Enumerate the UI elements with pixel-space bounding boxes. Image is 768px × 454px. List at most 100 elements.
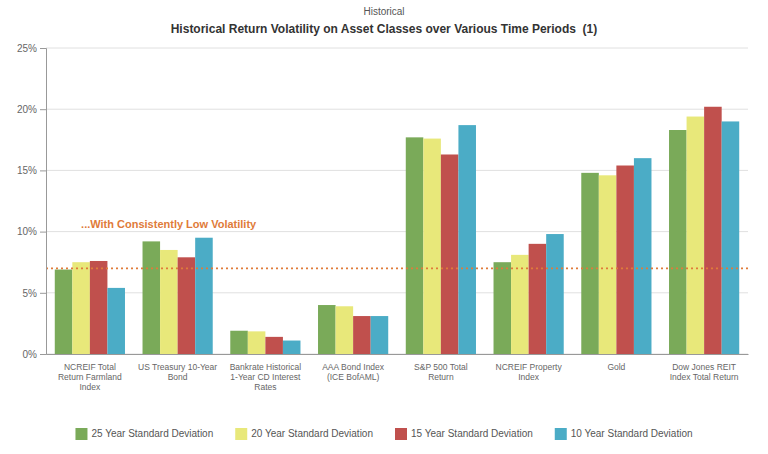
- tick-mark: [40, 354, 46, 355]
- tick-label: 10%: [17, 226, 37, 237]
- title: Historical Return Volatility on Asset Cl…: [171, 22, 598, 36]
- tick: NCREIF PropertyIndex: [496, 362, 563, 382]
- legend-item: 25 Year Standard Deviation: [75, 428, 213, 440]
- tick-label: 15%: [17, 165, 37, 176]
- bar: [178, 257, 196, 354]
- legend: 25 Year Standard Deviation 20 Year Standa…: [75, 428, 692, 440]
- tick-label-line: S&P 500 Total: [414, 362, 468, 372]
- bar: [353, 316, 371, 354]
- tick-label-line: Rates: [254, 382, 276, 392]
- subtitle: Historical: [363, 6, 404, 17]
- bar: [687, 117, 705, 354]
- tick-label: NCREIF PropertyIndex: [496, 362, 563, 382]
- bar: [634, 158, 652, 354]
- bar: [704, 107, 722, 354]
- plot-area: 0% 5% 10% 15% 20% 25% NCREIF TotalReturn Farml…: [17, 43, 749, 392]
- tick-label: S&P 500 TotalReturn: [414, 362, 468, 382]
- legend-label: 10 Year Standard Deviation: [571, 428, 693, 439]
- bar: [248, 331, 266, 354]
- bar: [283, 341, 301, 354]
- tick-label: Bankrate Historical1-Year CD InterestRat…: [230, 362, 301, 392]
- tick-label-line: NCREIF Total: [64, 362, 116, 372]
- tick-label: Gold: [607, 362, 625, 372]
- bar: [722, 121, 740, 354]
- bar: [318, 305, 336, 354]
- grid: [46, 48, 748, 354]
- bar: [441, 154, 459, 354]
- tick-label-line: Index Total Return: [670, 372, 739, 382]
- tick-label-line: 1-Year CD Interest: [230, 372, 301, 382]
- bar: [546, 234, 564, 354]
- tick: AAA Bond Index(ICE BofAML): [322, 362, 385, 382]
- bar: [55, 270, 73, 354]
- axis-line: [47, 354, 749, 355]
- series-group: [55, 130, 687, 354]
- tick-label-line: Bankrate Historical: [230, 362, 301, 372]
- bar: [423, 139, 441, 354]
- bar: [599, 175, 617, 354]
- legend-label: 15 Year Standard Deviation: [411, 428, 533, 439]
- bar: [143, 241, 161, 354]
- tick: NCREIF TotalReturn FarmlandIndex: [58, 362, 122, 392]
- bar: [406, 137, 424, 354]
- tick: S&P 500 TotalReturn: [414, 362, 468, 382]
- tick-label: 5%: [23, 288, 38, 299]
- legend-item: 10 Year Standard Deviation: [555, 428, 693, 440]
- tick-label-line: Bond: [168, 372, 188, 382]
- tick-label-line: Return: [428, 372, 454, 382]
- bar: [511, 255, 529, 354]
- tick: Gold: [607, 362, 625, 372]
- tick-label: AAA Bond Index(ICE BofAML): [322, 362, 385, 382]
- tick-label: NCREIF TotalReturn FarmlandIndex: [58, 362, 122, 392]
- bar: [195, 238, 213, 354]
- legend-item: 20 Year Standard Deviation: [235, 428, 373, 440]
- tick: 5%: [23, 288, 46, 299]
- tick-label-line: Gold: [607, 362, 625, 372]
- bar: [230, 331, 248, 354]
- tick-label-line: AAA Bond Index: [322, 362, 385, 372]
- tick-mark: [40, 48, 46, 49]
- bar: [265, 337, 283, 354]
- tick: 20%: [17, 104, 46, 115]
- bar: [72, 262, 90, 354]
- tick: 10%: [17, 226, 46, 237]
- legend-item: 15 Year Standard Deviation: [395, 428, 533, 440]
- annotation: ...With Consistently Low Volatility: [81, 218, 257, 230]
- bar: [90, 261, 108, 354]
- tick-label: 25%: [17, 43, 37, 54]
- x-axis: NCREIF TotalReturn FarmlandIndex US Treas…: [47, 355, 749, 393]
- bar: [160, 250, 178, 354]
- tick-mark: [40, 293, 46, 294]
- tick: Bankrate Historical1-Year CD InterestRat…: [230, 362, 301, 392]
- bar: [107, 288, 125, 354]
- grid-line: [46, 109, 748, 110]
- chart-svg: Historical Historical Return Volatility o…: [0, 0, 768, 454]
- tick-label-line: Index: [518, 372, 540, 382]
- legend-label: 20 Year Standard Deviation: [251, 428, 373, 439]
- series-group: [107, 121, 739, 354]
- legend-label: 25 Year Standard Deviation: [91, 428, 213, 439]
- grid-line: [46, 48, 748, 49]
- legend-swatch: [235, 428, 247, 440]
- tick: 0%: [23, 349, 46, 360]
- bar: [336, 306, 354, 354]
- tick-label-line: (ICE BofAML): [327, 372, 380, 382]
- bar: [581, 173, 599, 354]
- bars: [46, 107, 748, 354]
- tick-label-line: US Treasury 10-Year: [138, 362, 217, 372]
- tick-label: 20%: [17, 104, 37, 115]
- axis-line: [40, 49, 47, 355]
- legend-swatch: [75, 428, 87, 440]
- legend-swatch: [395, 428, 407, 440]
- tick: 25%: [17, 43, 46, 54]
- tick: 15%: [17, 165, 46, 176]
- bar: [616, 166, 634, 354]
- bar: [494, 262, 512, 354]
- bar: [529, 244, 547, 354]
- tick: Dow Jones REITIndex Total Return: [670, 362, 739, 382]
- series-group: [72, 117, 704, 354]
- tick-mark: [40, 109, 46, 110]
- tick: US Treasury 10-YearBond: [138, 362, 217, 382]
- bar: [458, 125, 476, 354]
- tick-label: 0%: [23, 349, 38, 360]
